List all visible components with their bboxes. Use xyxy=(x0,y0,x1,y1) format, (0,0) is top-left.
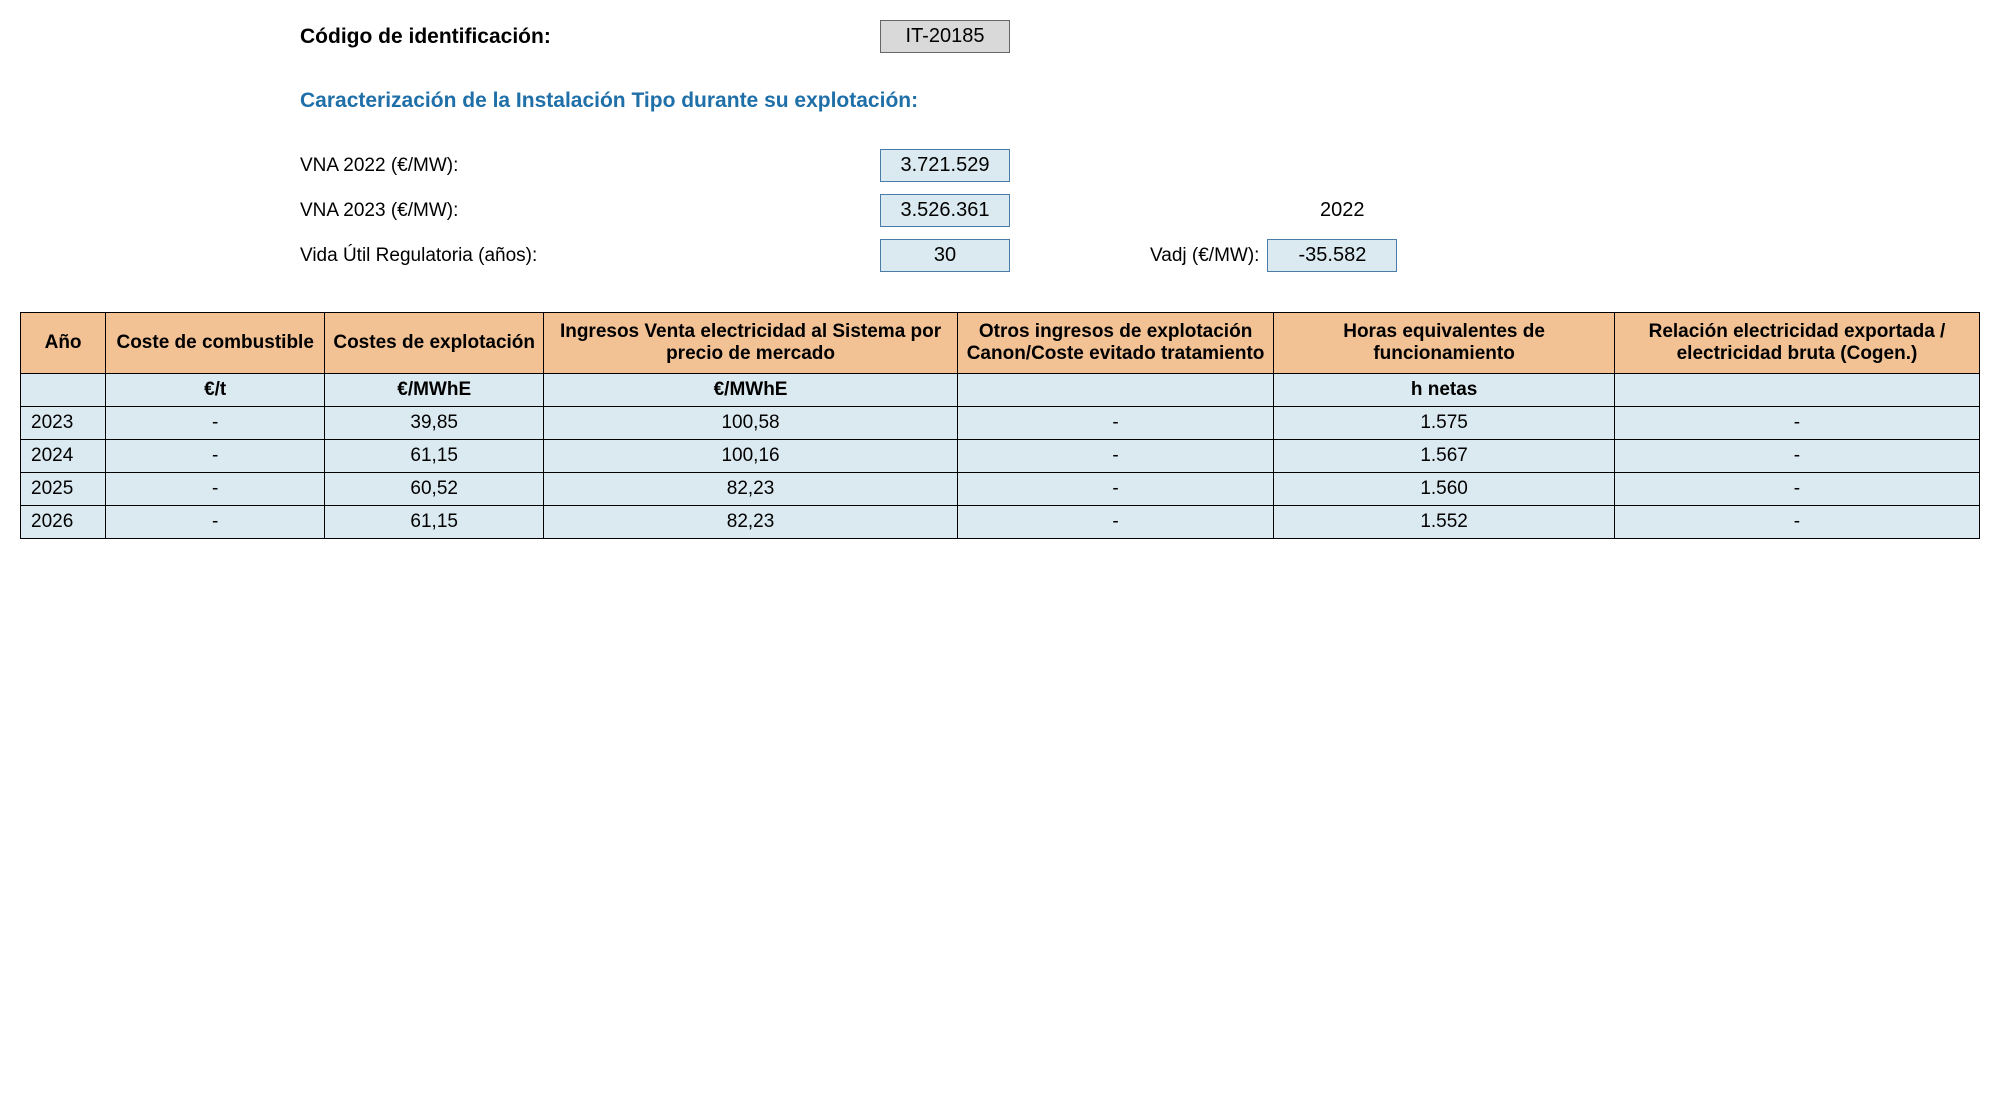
cell: 61,15 xyxy=(325,506,544,539)
cell: - xyxy=(106,473,325,506)
table-row: 2024 - 61,15 100,16 - 1.567 - xyxy=(21,440,1980,473)
unit-cell: €/t xyxy=(106,374,325,407)
col-header-otros: Otros ingresos de explotación Canon/Cost… xyxy=(957,313,1273,374)
vna2023-value: 3.526.361 xyxy=(880,194,1010,227)
vna2022-value: 3.721.529 xyxy=(880,149,1010,182)
col-header-ano: Año xyxy=(21,313,106,374)
vna2023-label: VNA 2023 (€/MW): xyxy=(300,200,880,222)
vadj-value: -35.582 xyxy=(1267,239,1397,272)
cell-year: 2023 xyxy=(21,407,106,440)
cell-year: 2024 xyxy=(21,440,106,473)
table-row: 2025 - 60,52 82,23 - 1.560 - xyxy=(21,473,1980,506)
table-body: €/t €/MWhE €/MWhE h netas 2023 - 39,85 1… xyxy=(21,374,1980,539)
unit-cell: €/MWhE xyxy=(544,374,958,407)
cell-year: 2026 xyxy=(21,506,106,539)
data-table: Año Coste de combustible Costes de explo… xyxy=(20,312,1980,539)
unit-cell: €/MWhE xyxy=(325,374,544,407)
cell: 1.575 xyxy=(1274,407,1615,440)
cell: - xyxy=(106,407,325,440)
col-header-horas: Horas equivalentes de funcionamiento xyxy=(1274,313,1615,374)
cell: - xyxy=(957,473,1273,506)
col-header-ingresos: Ingresos Venta electricidad al Sistema p… xyxy=(544,313,958,374)
code-label: Código de identificación: xyxy=(300,25,880,49)
cell: 100,16 xyxy=(544,440,958,473)
extra-year-label: 2022 xyxy=(1320,199,1365,222)
cell: - xyxy=(1614,407,1979,440)
cell: 1.552 xyxy=(1274,506,1615,539)
cell: - xyxy=(957,506,1273,539)
unit-cell xyxy=(1614,374,1979,407)
col-header-explotacion: Costes de explotación xyxy=(325,313,544,374)
cell: 61,15 xyxy=(325,440,544,473)
col-header-combustible: Coste de combustible xyxy=(106,313,325,374)
cell: - xyxy=(1614,440,1979,473)
cell: - xyxy=(1614,506,1979,539)
cell: 1.560 xyxy=(1274,473,1615,506)
vida-value: 30 xyxy=(880,239,1010,272)
cell-year: 2025 xyxy=(21,473,106,506)
unit-cell xyxy=(21,374,106,407)
cell: 39,85 xyxy=(325,407,544,440)
cell: - xyxy=(106,506,325,539)
vna2022-label: VNA 2022 (€/MW): xyxy=(300,155,880,177)
table-units-row: €/t €/MWhE €/MWhE h netas xyxy=(21,374,1980,407)
cell: - xyxy=(1614,473,1979,506)
cell: - xyxy=(106,440,325,473)
code-value: IT-20185 xyxy=(880,20,1010,53)
cell: 82,23 xyxy=(544,473,958,506)
cell: 1.567 xyxy=(1274,440,1615,473)
col-header-relacion: Relación electricidad exportada / electr… xyxy=(1614,313,1979,374)
unit-cell xyxy=(957,374,1273,407)
cell: 60,52 xyxy=(325,473,544,506)
table-header-row: Año Coste de combustible Costes de explo… xyxy=(21,313,1980,374)
unit-cell: h netas xyxy=(1274,374,1615,407)
cell: 100,58 xyxy=(544,407,958,440)
table-row: 2023 - 39,85 100,58 - 1.575 - xyxy=(21,407,1980,440)
table-row: 2026 - 61,15 82,23 - 1.552 - xyxy=(21,506,1980,539)
caracterizacion-heading: Caracterización de la Instalación Tipo d… xyxy=(300,89,918,113)
cell: 82,23 xyxy=(544,506,958,539)
cell: - xyxy=(957,407,1273,440)
cell: - xyxy=(957,440,1273,473)
vadj-label: Vadj (€/MW): xyxy=(1150,245,1259,267)
vida-label: Vida Útil Regulatoria (años): xyxy=(300,245,880,267)
